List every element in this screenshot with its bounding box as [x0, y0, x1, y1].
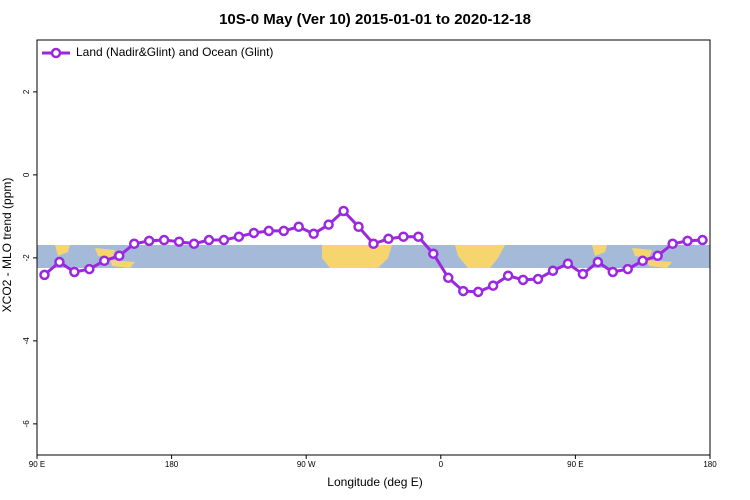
x-tick-label: 90 E — [29, 460, 45, 469]
data-point — [592, 256, 604, 268]
data-point — [652, 250, 663, 262]
data-point — [128, 238, 140, 250]
y-tick-label: 2 — [22, 89, 31, 94]
y-tick-label: -4 — [22, 337, 31, 345]
data-point — [218, 234, 230, 246]
data-point — [308, 228, 319, 240]
x-tick-label: 90 E — [567, 460, 583, 469]
data-point — [667, 238, 678, 250]
data-point — [472, 286, 484, 298]
data-point — [188, 238, 200, 250]
data-point — [398, 231, 409, 242]
map-strip — [37, 245, 710, 268]
data-point — [173, 236, 185, 247]
y-axis-label: XCO2 - MLO trend (ppm) — [0, 178, 14, 313]
data-point — [443, 272, 454, 284]
data-point — [622, 263, 633, 275]
legend: Land (Nadir&Glint) and Ocean (Glint) — [42, 45, 273, 59]
data-point — [428, 248, 439, 259]
x-tick-label: 180 — [703, 460, 717, 469]
data-point — [413, 231, 424, 242]
data-point — [682, 235, 693, 247]
data-point — [338, 205, 349, 217]
legend-marker — [50, 47, 62, 59]
data-point — [697, 234, 708, 246]
data-point — [69, 266, 80, 278]
y-tick-label: 0 — [22, 172, 31, 177]
data-point — [158, 234, 170, 246]
x-tick-label: 90 W — [297, 460, 316, 469]
data-point — [607, 266, 619, 278]
data-point — [353, 221, 364, 232]
data-point — [562, 258, 574, 269]
data-point — [637, 255, 648, 267]
data-point — [248, 227, 260, 239]
data-point — [293, 221, 304, 232]
data-point — [54, 256, 65, 268]
data-point — [99, 255, 110, 267]
data-point — [368, 238, 379, 250]
data-point — [278, 225, 290, 237]
data-point — [577, 268, 589, 280]
legend-label: Land (Nadir&Glint) and Ocean (Glint) — [76, 45, 273, 59]
data-point — [532, 273, 544, 285]
data-point — [487, 280, 499, 291]
data-point — [457, 285, 469, 297]
plot-frame — [36, 39, 711, 456]
data-point — [383, 233, 394, 245]
data-point — [517, 274, 529, 286]
x-tick-label: 180 — [165, 460, 179, 469]
data-point — [39, 269, 50, 281]
data-point — [547, 265, 559, 276]
x-tick-label: 0 — [439, 460, 444, 469]
data-point — [233, 231, 245, 242]
y-tick-label: -2 — [22, 254, 31, 262]
y-tick-label: -6 — [22, 420, 31, 428]
data-point — [323, 219, 334, 230]
data-point — [502, 270, 514, 281]
data-point — [263, 225, 275, 237]
chart-title: 10S-0 May (Ver 10) 2015-01-01 to 2020-12… — [219, 11, 531, 28]
data-point — [114, 250, 125, 262]
data-point — [143, 235, 155, 247]
data-point — [203, 234, 215, 246]
data-point — [84, 263, 95, 275]
x-axis-label: Longitude (deg E) — [327, 475, 422, 489]
